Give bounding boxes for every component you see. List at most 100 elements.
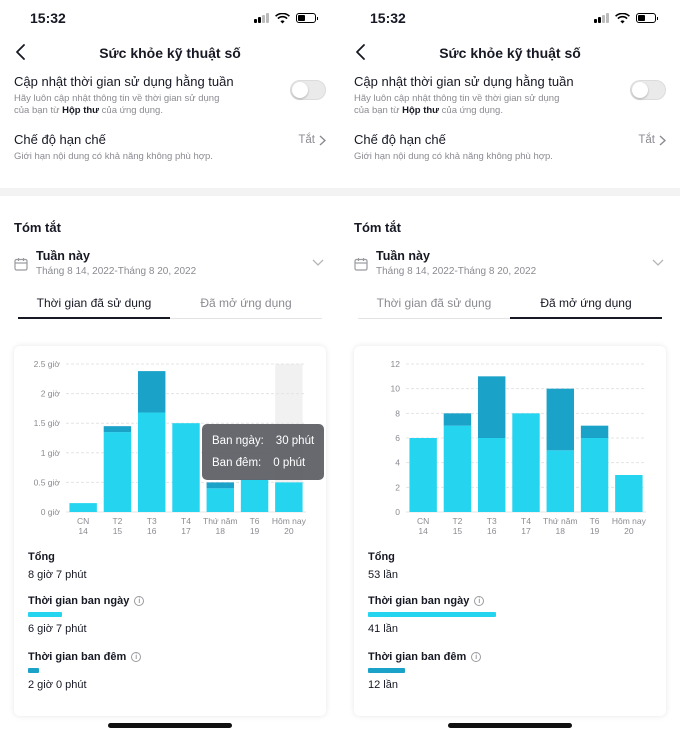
page-title: Sức khỏe kỹ thuật số bbox=[439, 45, 581, 61]
bar-night[interactable] bbox=[138, 371, 166, 413]
x-tick-label: Thứ năm bbox=[203, 516, 238, 526]
calendar-icon bbox=[354, 258, 368, 271]
bar-day[interactable] bbox=[409, 438, 437, 512]
total-value: 53 lần bbox=[368, 569, 398, 581]
tab-apps-opened[interactable]: Đã mở ứng dụng bbox=[510, 291, 662, 319]
y-tick-label: 12 bbox=[391, 359, 401, 369]
restricted-mode-title: Chế độ hạn chế bbox=[14, 132, 106, 147]
x-tick-label: T2 bbox=[452, 516, 462, 526]
bar-day[interactable] bbox=[580, 438, 609, 512]
week-range: Tháng 8 14, 2022-Tháng 8 20, 2022 bbox=[376, 266, 537, 277]
bar-day[interactable] bbox=[512, 413, 540, 512]
tooltip-night-label: Ban đêm: bbox=[212, 457, 262, 469]
section-divider bbox=[0, 188, 340, 196]
x-tick-label: 14 bbox=[418, 526, 428, 536]
stats-section: Tổng 53 lần Thời gian ban ngày i 41 lần T… bbox=[368, 551, 652, 691]
y-tick-label: 2.5 giờ bbox=[34, 359, 61, 369]
restricted-mode-value: Tắt bbox=[638, 134, 655, 146]
bar-day[interactable] bbox=[69, 503, 97, 512]
bar-night[interactable] bbox=[580, 425, 609, 438]
y-tick-label: 1 giờ bbox=[41, 448, 61, 458]
total-label: Tổng bbox=[368, 551, 395, 563]
x-tick-label: T6 bbox=[250, 516, 260, 526]
restricted-mode-setting[interactable]: Chế độ hạn chế Giới hạn nội dung có khả … bbox=[0, 132, 340, 184]
x-tick-label: 18 bbox=[556, 526, 566, 536]
weekly-update-title: Cập nhật thời gian sử dụng hằng tuần bbox=[354, 74, 574, 89]
bar-night[interactable] bbox=[546, 388, 574, 451]
y-tick-label: 0 giờ bbox=[41, 507, 61, 517]
home-indicator bbox=[108, 723, 232, 728]
nav-bar: Sức khỏe kỹ thuật số bbox=[0, 36, 340, 70]
battery-icon bbox=[296, 13, 318, 23]
week-label: Tuần này bbox=[36, 249, 90, 263]
night-value: 2 giờ 0 phút bbox=[28, 679, 87, 691]
day-label: Thời gian ban ngày bbox=[368, 595, 470, 607]
status-time: 15:32 bbox=[30, 10, 66, 26]
wifi-icon bbox=[275, 12, 290, 23]
bar-day[interactable] bbox=[443, 425, 472, 512]
bar-day[interactable] bbox=[615, 475, 643, 512]
x-tick-label: T6 bbox=[590, 516, 600, 526]
y-tick-label: 10 bbox=[391, 384, 401, 394]
bar-day[interactable] bbox=[138, 412, 166, 512]
tab-bar: Thời gian đã sử dụng Đã mở ứng dụng bbox=[358, 291, 662, 319]
bar-tooltip: Ban ngày: 30 phút Ban đêm: 0 phút bbox=[202, 424, 325, 480]
x-tick-label: 15 bbox=[113, 526, 123, 536]
total-label: Tổng bbox=[28, 551, 55, 563]
weekly-update-toggle[interactable] bbox=[630, 80, 666, 100]
week-selector[interactable]: Tuần này Tháng 8 14, 2022-Tháng 8 20, 20… bbox=[0, 235, 340, 285]
week-selector[interactable]: Tuần này Tháng 8 14, 2022-Tháng 8 20, 20… bbox=[340, 235, 680, 285]
bar-day[interactable] bbox=[546, 450, 574, 512]
restricted-mode-setting[interactable]: Chế độ hạn chế Giới hạn nội dung có khả … bbox=[340, 132, 680, 184]
day-indicator bbox=[28, 612, 63, 617]
back-arrow-icon[interactable] bbox=[352, 42, 372, 62]
weekly-update-toggle[interactable] bbox=[290, 80, 326, 100]
weekly-update-setting: Cập nhật thời gian sử dụng hằng tuần Hãy… bbox=[340, 74, 680, 132]
info-icon[interactable]: i bbox=[131, 652, 142, 662]
y-tick-label: 6 bbox=[395, 433, 400, 443]
info-icon[interactable]: i bbox=[471, 652, 482, 662]
day-value: 41 lần bbox=[368, 623, 398, 635]
chevron-down-icon bbox=[652, 259, 664, 266]
bar-day[interactable] bbox=[478, 438, 506, 512]
bar-night[interactable] bbox=[478, 376, 506, 438]
x-tick-label: 16 bbox=[147, 526, 157, 536]
bar-day[interactable] bbox=[206, 488, 234, 512]
info-icon[interactable]: i bbox=[134, 596, 145, 606]
bar-day[interactable] bbox=[103, 432, 132, 512]
night-indicator bbox=[368, 668, 405, 673]
night-value: 12 lần bbox=[368, 679, 398, 691]
chevron-right-icon bbox=[319, 134, 326, 146]
total-value: 8 giờ 7 phút bbox=[28, 569, 87, 581]
home-indicator bbox=[448, 723, 572, 728]
summary-card: 0 2 4 6 8 10 12 CN 14 T2 15 T3 16 T4 17 Thứ năm 18 T6 19 Hô… bbox=[354, 346, 666, 716]
restricted-mode-title: Chế độ hạn chế bbox=[354, 132, 446, 147]
tooltip-night-value: 0 phút bbox=[273, 457, 306, 469]
calendar-icon bbox=[14, 258, 28, 271]
x-tick-label: 20 bbox=[624, 526, 634, 536]
tab-apps-opened[interactable]: Đã mở ứng dụng bbox=[200, 296, 292, 310]
x-tick-label: Hôm nay bbox=[272, 516, 307, 526]
status-bar: 15:32 bbox=[340, 0, 680, 36]
tab-time-used[interactable]: Thời gian đã sử dụng bbox=[18, 291, 170, 319]
tooltip-day-label: Ban ngày: bbox=[212, 435, 264, 447]
tooltip-day-value: 30 phút bbox=[275, 435, 315, 447]
bar-night[interactable] bbox=[443, 413, 472, 426]
y-tick-label: 0 bbox=[395, 507, 400, 517]
restricted-mode-desc: Giới hạn nội dung có khả năng không phù … bbox=[14, 151, 213, 162]
back-arrow-icon[interactable] bbox=[12, 42, 32, 62]
x-tick-label: 18 bbox=[216, 526, 226, 536]
phone-screen-time-used: 15:32 Sức khỏe kỹ thuật số Cập nhật thời… bbox=[0, 10, 340, 728]
night-label: Thời gian ban đêm bbox=[368, 651, 467, 663]
bar-day[interactable] bbox=[275, 482, 303, 512]
weekly-update-desc: Hãy luôn cập nhật thông tin về thời gian… bbox=[14, 93, 220, 116]
bar-night[interactable] bbox=[206, 482, 234, 489]
bar-night[interactable] bbox=[103, 426, 132, 433]
bar-day[interactable] bbox=[172, 423, 200, 512]
weekly-update-desc: Hãy luôn cập nhật thông tin về thời gian… bbox=[354, 93, 560, 116]
bar-day[interactable] bbox=[240, 479, 269, 512]
x-tick-label: T4 bbox=[181, 516, 191, 526]
page-title: Sức khỏe kỹ thuật số bbox=[99, 45, 241, 61]
tab-time-used[interactable]: Thời gian đã sử dụng bbox=[376, 296, 492, 310]
info-icon[interactable]: i bbox=[474, 596, 485, 606]
